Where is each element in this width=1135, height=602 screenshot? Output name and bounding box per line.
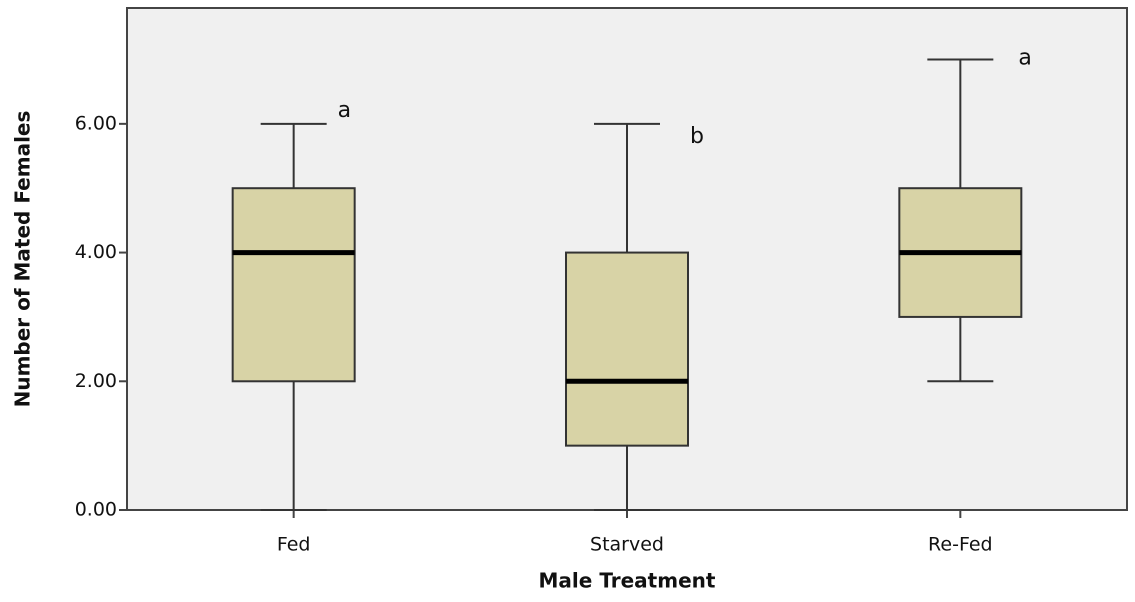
- x-tick-label: Re-Fed: [928, 534, 993, 556]
- y-axis-title: Number of Mated Females: [11, 111, 35, 408]
- y-tick-label: 2.00: [75, 370, 117, 392]
- annotation: a: [338, 98, 351, 123]
- y-tick-label: 4.00: [75, 241, 117, 263]
- x-tick-label: Fed: [277, 534, 311, 556]
- y-tick-label: 6.00: [75, 112, 117, 134]
- y-tick-label: 0.00: [75, 499, 117, 521]
- annotation: b: [690, 124, 704, 149]
- x-axis-title: Male Treatment: [539, 569, 716, 593]
- x-tick-label: Starved: [590, 534, 664, 556]
- box: [565, 251, 689, 447]
- annotation: a: [1018, 45, 1031, 70]
- box: [231, 187, 356, 383]
